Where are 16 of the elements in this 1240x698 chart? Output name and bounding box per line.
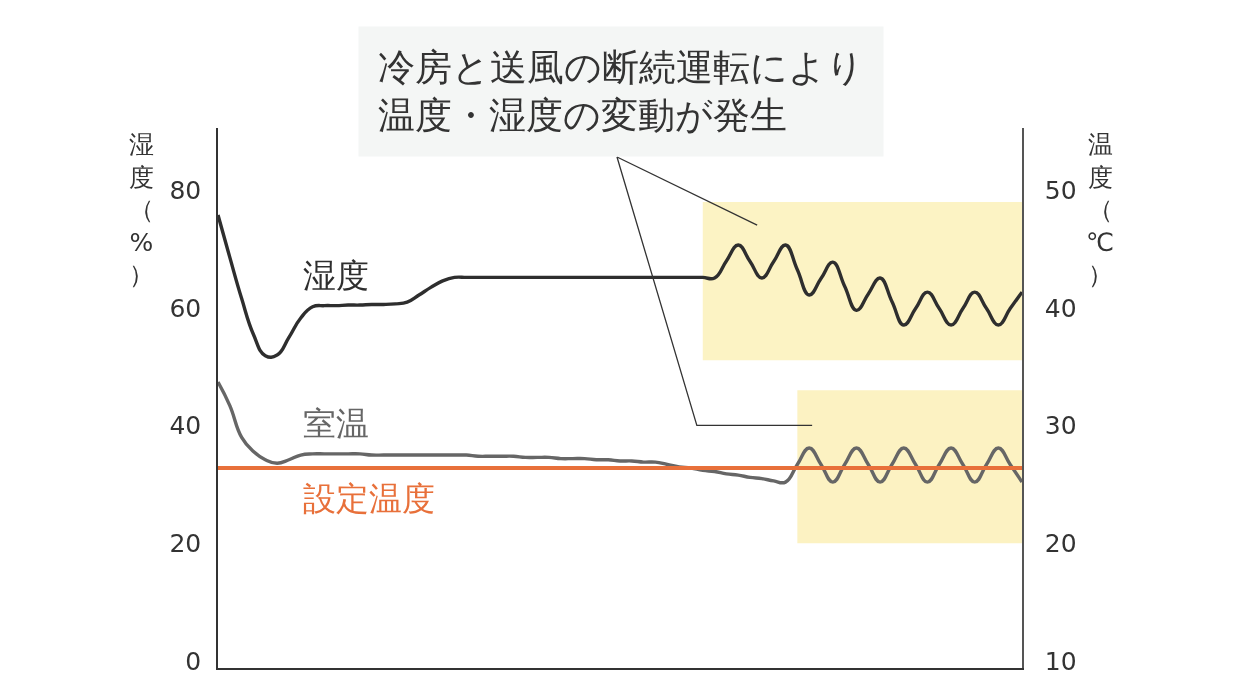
y2-tick-label: 20 — [1044, 529, 1077, 559]
y-tick-label: 0 — [185, 646, 202, 676]
y-tick-label: 80 — [169, 176, 202, 206]
annotation: 冷房と送風の断続運転により温度・湿度の変動が発生 — [378, 46, 864, 138]
y-tick-label: 20 — [169, 529, 202, 559]
y2-tick-label: 10 — [1044, 646, 1077, 676]
series-label: 湿度 — [303, 256, 369, 295]
y-tick-label: 40 — [169, 411, 202, 441]
y2-tick-label: 50 — [1044, 176, 1077, 206]
y2-tick-label: 40 — [1044, 293, 1077, 323]
ref-line-label: 設定温度 — [303, 479, 435, 518]
y2-tick-label: 30 — [1044, 411, 1077, 441]
y2-axis-title: 温度（℃） — [1086, 130, 1115, 289]
y-tick-label: 60 — [169, 293, 202, 323]
series-label: 室温 — [303, 404, 369, 443]
y-axis-title: 湿度（%） — [129, 130, 154, 289]
